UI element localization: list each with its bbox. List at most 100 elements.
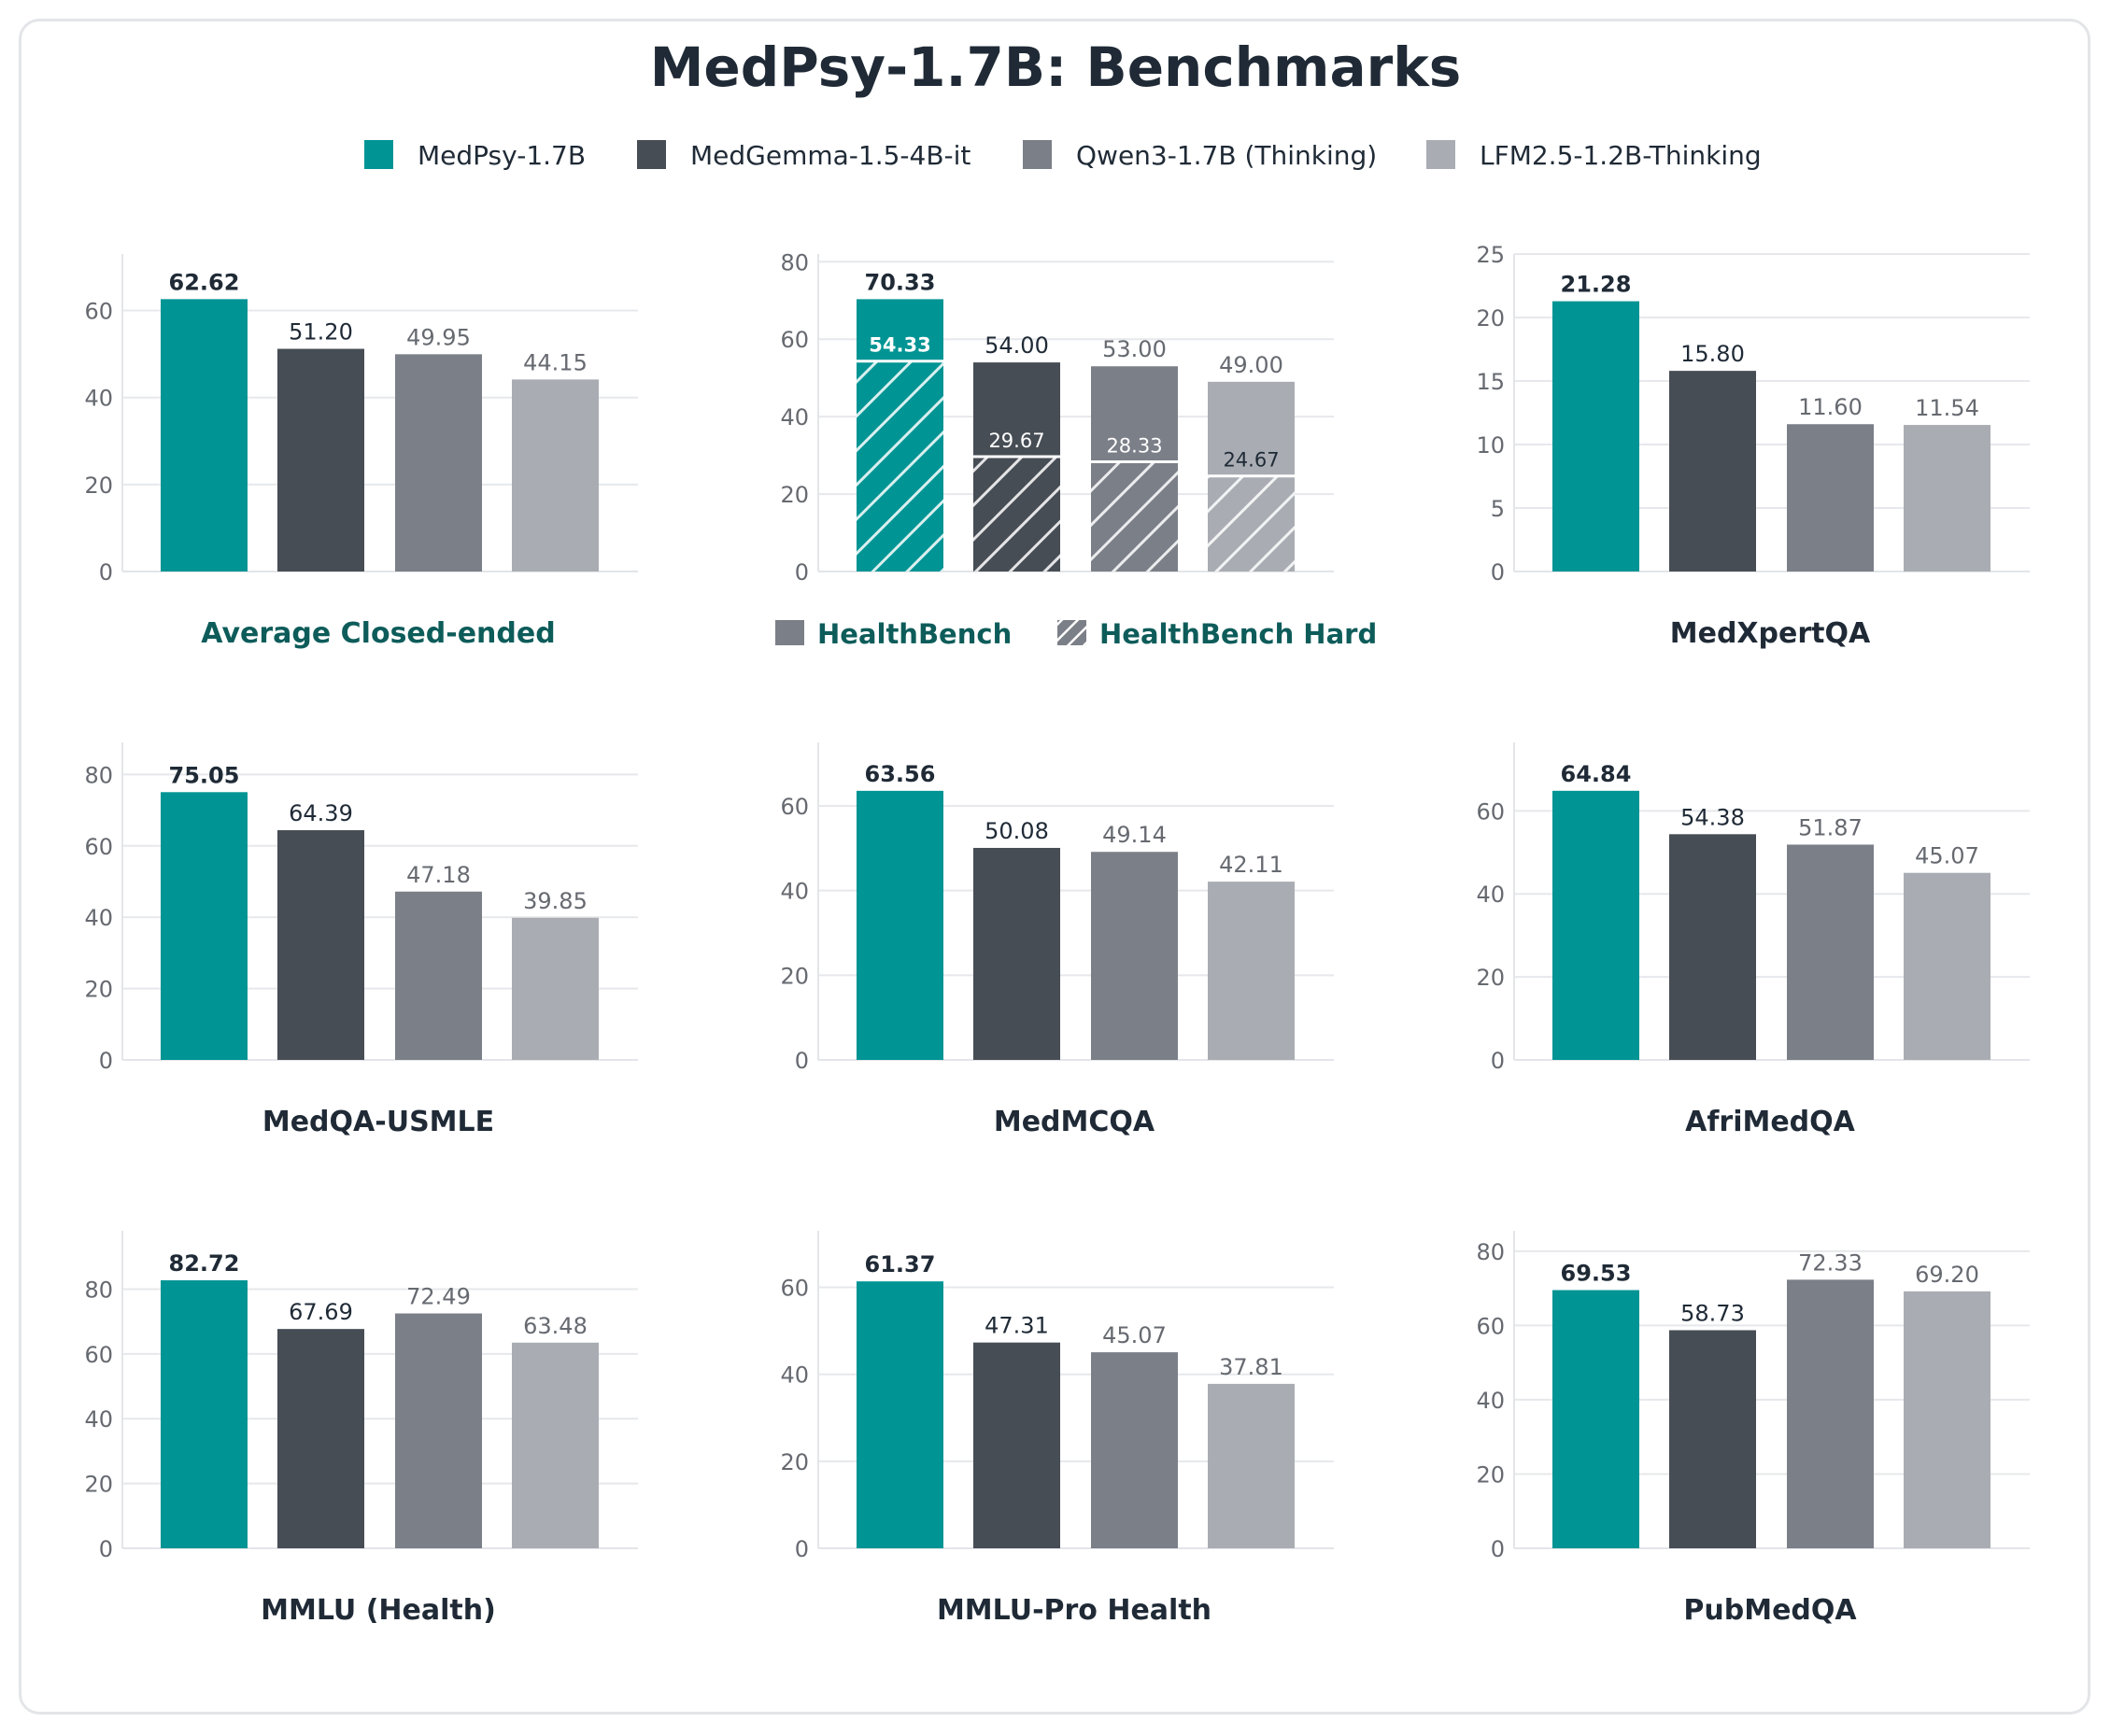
chart-panel: 0 20 40 60 80 82.72 67.69 72.49 63.48 MMLU (Healt… (84, 1231, 638, 1627)
bar (277, 348, 364, 572)
legend-swatch (775, 620, 804, 645)
data-label: 58.73 (1680, 1300, 1745, 1326)
bar (857, 790, 943, 1060)
legend-swatch-hatch (1057, 620, 1086, 645)
panel-title: PubMedQA (1683, 1594, 1857, 1627)
y-tick-label: 80 (1476, 1239, 1505, 1265)
y-tick-label: 40 (780, 879, 809, 905)
bar (1787, 844, 1874, 1060)
bar (161, 792, 248, 1060)
y-tick-label: 0 (1491, 1048, 1505, 1074)
bar (1552, 301, 1639, 572)
data-label: 11.60 (1798, 394, 1863, 420)
bar (1904, 425, 1991, 572)
data-label: 64.39 (289, 800, 353, 826)
bar (277, 1329, 364, 1548)
chart-panels: 0 20 40 60 62.62 51.20 49.95 44.15 Average Close… (84, 242, 2030, 1627)
data-label: 61.37 (865, 1251, 936, 1277)
legend-label: MedPsy-1.7B (418, 140, 586, 171)
y-tick-label: 5 (1491, 496, 1505, 522)
bar (857, 1281, 943, 1548)
data-label: 82.72 (169, 1250, 240, 1277)
chart-panel: 0 20 40 60 80 70.33 54.33 54.00 29.67 53.00 28.33 4… (775, 249, 1377, 650)
y-tick-label: 10 (1476, 432, 1505, 459)
legend-swatch (364, 140, 393, 169)
y-tick-label: 20 (780, 963, 809, 989)
y-tick-label: 80 (84, 1277, 113, 1303)
bar (1091, 1352, 1178, 1548)
y-tick-label: 40 (780, 1362, 809, 1389)
data-label: 39.85 (523, 888, 588, 914)
data-label: 44.15 (523, 349, 588, 375)
legend-swatch (637, 140, 666, 169)
data-label: 70.33 (865, 269, 936, 295)
data-label-hard: 54.33 (869, 334, 930, 357)
chart-panel: 0 20 40 60 63.56 50.08 49.14 42.11 MedMCQA (780, 742, 1334, 1138)
bar (512, 917, 599, 1060)
bar (1904, 872, 1991, 1060)
y-tick-label: 20 (84, 977, 113, 1003)
y-tick-label: 40 (84, 386, 113, 412)
y-tick-label: 20 (780, 1449, 809, 1475)
bar (1091, 852, 1178, 1060)
legend-label: HealthBench (817, 618, 1012, 650)
legend-item: MedGemma-1.5-4B-it (637, 140, 970, 171)
data-label: 37.81 (1219, 1354, 1283, 1380)
data-label: 69.53 (1561, 1261, 1632, 1287)
legend-label: HealthBench Hard (1099, 618, 1377, 650)
bar (395, 354, 482, 572)
data-label: 64.84 (1561, 761, 1632, 787)
legend-item: Qwen3-1.7B (Thinking) (1023, 140, 1377, 171)
y-tick-label: 0 (99, 559, 113, 586)
chart-panel: 0 20 40 60 80 75.05 64.39 47.18 39.85 MedQA-USMLE (84, 742, 638, 1138)
y-tick-label: 40 (84, 1406, 113, 1433)
data-label-hard: 24.67 (1223, 449, 1279, 472)
data-label: 47.31 (985, 1313, 1049, 1339)
data-label: 49.00 (1219, 352, 1283, 378)
legend: MedPsy-1.7B MedGemma-1.5-4B-it Qwen3-1.7B … (364, 140, 1762, 171)
legend-label: Qwen3-1.7B (Thinking) (1076, 140, 1377, 171)
data-label: 15.80 (1680, 341, 1745, 367)
y-tick-label: 60 (1476, 798, 1505, 825)
bar (277, 830, 364, 1060)
y-tick-label: 60 (780, 794, 809, 820)
y-tick-label: 20 (1476, 965, 1505, 991)
legend-swatch (1426, 140, 1455, 169)
y-tick-label: 0 (795, 1048, 809, 1074)
panel-title: AfriMedQA (1685, 1106, 1856, 1138)
bar (1669, 371, 1756, 572)
y-tick-label: 80 (84, 762, 113, 788)
data-label: 21.28 (1561, 272, 1632, 298)
data-label: 42.11 (1219, 852, 1283, 878)
data-label: 69.20 (1915, 1262, 1979, 1288)
y-tick-label: 0 (1491, 559, 1505, 586)
data-label: 47.18 (406, 862, 471, 888)
bar (512, 379, 599, 572)
data-label: 50.08 (985, 818, 1049, 844)
legend-healthbench-hard: HealthBench Hard (1057, 618, 1377, 650)
legend-healthbench: HealthBench (775, 618, 1012, 650)
data-label: 11.54 (1915, 395, 1979, 421)
panel-title: MedMCQA (994, 1106, 1155, 1138)
bar-healthbench-hard (1091, 461, 1178, 572)
bar (1552, 790, 1639, 1060)
bar-healthbench-hard (973, 456, 1060, 572)
chart-panel: 0 20 40 60 80 69.53 58.73 72.33 69.20 PubMedQA (1476, 1231, 2030, 1627)
data-label: 67.69 (289, 1299, 353, 1325)
y-tick-label: 60 (1476, 1313, 1505, 1339)
legend-label: MedGemma-1.5-4B-it (690, 140, 970, 171)
data-label: 54.00 (985, 332, 1049, 359)
data-label: 45.07 (1102, 1322, 1167, 1348)
bar (973, 1342, 1060, 1548)
data-label: 75.05 (169, 762, 240, 788)
data-label: 63.56 (865, 761, 936, 787)
y-tick-label: 20 (780, 482, 809, 508)
data-label: 72.49 (406, 1284, 471, 1310)
bar (1787, 1279, 1874, 1548)
bar-healthbench-hard (1208, 475, 1295, 572)
chart-panel: 0 20 40 60 64.84 54.38 51.87 45.07 AfriMedQA (1476, 742, 2030, 1138)
y-tick-label: 40 (84, 905, 113, 931)
legend-swatch (1023, 140, 1052, 169)
panel-title: MedQA-USMLE (262, 1106, 494, 1138)
